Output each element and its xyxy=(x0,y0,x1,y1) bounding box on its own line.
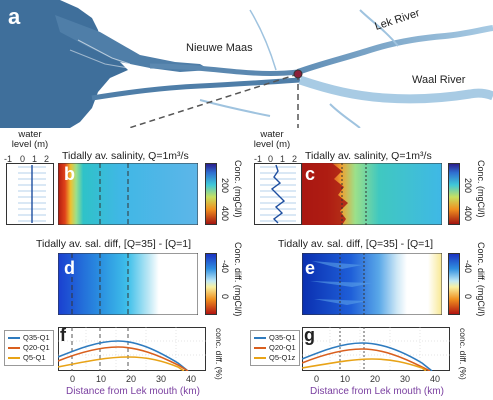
legend-swatch xyxy=(8,347,20,349)
panel-g-ylabel: conc. diff. (%) xyxy=(458,328,468,380)
panel-f-letter: f xyxy=(60,325,66,345)
legend-swatch xyxy=(254,337,266,339)
legend-item: Q35-Q1 xyxy=(23,333,50,342)
panel-e-colorbar-label: Conc. diff. (mgCl/l) xyxy=(476,242,486,317)
panel-e-heatmap xyxy=(302,253,442,315)
panel-g-line-q35 xyxy=(302,342,433,371)
panel-b-colorbar-label: Conc. (mgCl/l) xyxy=(233,160,243,218)
panel-c-heatmap xyxy=(302,163,442,225)
panel-e-colorbar xyxy=(448,253,460,315)
panel-g-letter: g xyxy=(304,325,315,345)
panel-f-xtick-30: 30 xyxy=(156,374,167,384)
legend-item: Q5-Q1 xyxy=(23,353,46,362)
panel-g-line-q5 xyxy=(302,358,427,371)
panel-c-wl-tick-neg1: -1 xyxy=(254,154,263,164)
panel-c-title: Tidally av. salinity, Q=1m³/s xyxy=(305,150,432,162)
panel-b-letter: b xyxy=(64,164,75,184)
panel-c-wl-tick-0: 0 xyxy=(268,154,274,164)
panel-c-wl-tick-1: 1 xyxy=(280,154,286,164)
panel-b-wl-tick-2: 2 xyxy=(44,154,50,164)
panel-f-xtick-40: 40 xyxy=(186,374,197,384)
panel-g-xtick-20: 20 xyxy=(370,374,381,384)
panel-a-letter: a xyxy=(8,4,21,29)
panel-b-colorbar-tick-200: 200 xyxy=(220,178,230,194)
panel-c-colorbar-label: Conc. (mgCl/l) xyxy=(476,160,486,218)
legend-swatch xyxy=(254,347,266,349)
panel-c-water-level-plot xyxy=(254,163,302,225)
panel-d-colorbar xyxy=(205,253,217,315)
panel-b-wl-tick-neg1: -1 xyxy=(4,154,13,164)
panel-c-colorbar xyxy=(448,163,460,225)
lek-mouth-marker xyxy=(293,69,303,79)
legend-item: Q20-Q1 xyxy=(23,343,50,352)
panel-b-wl-tick-0: 0 xyxy=(20,154,26,164)
panel-g-xlabel: Distance from Lek mouth (km) xyxy=(310,386,444,397)
panel-d-colorbar-label: Conc. diff. (mgCl/l) xyxy=(233,242,243,317)
panel-g-legend: Q35-Q1 Q20-Q1 Q5-Q1z xyxy=(250,330,300,366)
legend-swatch xyxy=(8,337,20,339)
panel-c-water-level-title: water level (m) xyxy=(253,129,291,150)
map-panel xyxy=(0,0,493,128)
panel-b-colorbar xyxy=(205,163,217,225)
label-nieuwe-maas: Nieuwe Maas xyxy=(186,42,253,54)
label-waal-river: Waal River xyxy=(412,74,466,86)
panel-d-heatmap xyxy=(58,253,198,315)
panel-b-colorbar-tick-400: 400 xyxy=(220,206,230,222)
legend-item: Q5-Q1z xyxy=(269,353,296,362)
panel-d-colorbar-tick-neg40: -40 xyxy=(220,260,230,274)
panel-g-xtick-30: 30 xyxy=(400,374,411,384)
panel-c-colorbar-tick-400: 400 xyxy=(463,206,473,222)
panel-f-xtick-10: 10 xyxy=(96,374,107,384)
panel-f-line-q35 xyxy=(58,340,189,371)
panel-f-plot xyxy=(58,327,206,371)
panel-e-title: Tidally av. sal. diff, [Q=35] - [Q=1] xyxy=(278,238,434,250)
panel-g-xtick-0: 0 xyxy=(314,374,320,384)
panel-e-colorbar-tick-0: 0 xyxy=(463,294,473,300)
panel-c-letter: c xyxy=(305,164,316,184)
panel-c-colorbar-tick-200: 200 xyxy=(463,178,473,194)
panel-e-letter: e xyxy=(305,258,316,278)
panel-f-xtick-20: 20 xyxy=(126,374,137,384)
panel-b-water-level-plot xyxy=(6,163,54,225)
panel-f-legend: Q35-Q1 Q20-Q1 Q5-Q1 xyxy=(4,330,54,366)
panel-g-xtick-40: 40 xyxy=(430,374,441,384)
river-nieuwe-maas xyxy=(149,63,299,76)
panel-b-title: Tidally av. salinity, Q=1m³/s xyxy=(62,150,189,162)
legend-swatch xyxy=(8,357,20,359)
panel-d-letter: d xyxy=(64,258,75,278)
legend-item: Q20-Q1 xyxy=(269,343,296,352)
legend-swatch xyxy=(254,357,266,359)
panel-b-heatmap xyxy=(58,163,198,225)
panel-f-xtick-0: 0 xyxy=(70,374,76,384)
panel-b-wl-tick-1: 1 xyxy=(32,154,38,164)
panel-f-xlabel: Distance from Lek mouth (km) xyxy=(66,386,200,397)
river-waal xyxy=(298,75,493,104)
panel-e-colorbar-tick-neg40: -40 xyxy=(463,260,473,274)
panel-g-plot xyxy=(302,327,450,371)
panel-c-wl-tick-2: 2 xyxy=(292,154,298,164)
panel-f-line-q20 xyxy=(58,346,189,371)
panel-d-title: Tidally av. sal. diff, [Q=35] - [Q=1] xyxy=(36,238,192,250)
panel-b-water-level-title: water level (m) xyxy=(11,129,49,150)
panel-g-line-q20 xyxy=(302,348,431,371)
channel-lower xyxy=(91,77,301,101)
legend-item: Q35-Q1 xyxy=(269,333,296,342)
panel-d-colorbar-tick-0: 0 xyxy=(220,294,230,300)
river-lek xyxy=(296,25,493,75)
panel-f-line-q5 xyxy=(58,356,185,371)
panel-g-xtick-10: 10 xyxy=(340,374,351,384)
panel-f-ylabel: conc. diff. (%) xyxy=(214,328,224,380)
